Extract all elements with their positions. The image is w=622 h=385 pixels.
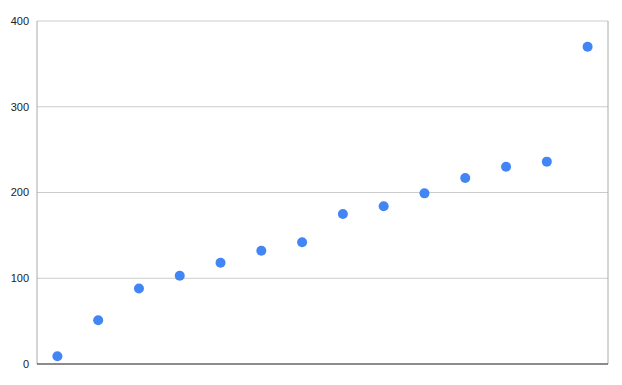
svg-text:300: 300	[11, 101, 29, 113]
svg-text:100: 100	[11, 272, 29, 284]
svg-text:0: 0	[23, 358, 29, 370]
svg-text:200: 200	[11, 186, 29, 198]
svg-text:400: 400	[11, 15, 29, 27]
